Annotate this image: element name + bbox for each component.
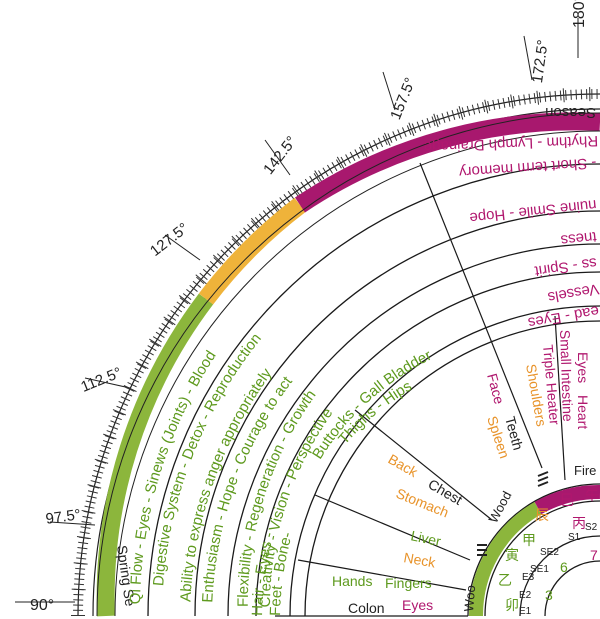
symbol-3: 3 <box>545 587 553 603</box>
symbol-e3: E3 <box>522 572 535 583</box>
season-label: Season <box>545 104 596 121</box>
season-band <box>96 112 600 617</box>
label-eyes-inner: Eyes <box>402 597 433 613</box>
ring-text-spirit: ss - Spirit <box>533 254 598 280</box>
ring-text-tness: tness <box>560 228 597 249</box>
fire-column-labels: Eyes Heart Small Intestine Triple Heater… <box>484 330 591 461</box>
degree-label-127: 127.5° <box>147 220 192 260</box>
symbol-se2: SE2 <box>540 547 559 558</box>
symbol-wu: 午 <box>585 487 599 503</box>
symbol-yi: 乙 <box>498 572 512 588</box>
symbol-bing: 丙 <box>572 515 586 531</box>
body-labels: Back Chest Stomach Liver Neck Hands Fing… <box>332 451 465 616</box>
wood-ring-texts: Qi Flow - Eyes - Sinews (Joints) - Blood… <box>127 330 434 616</box>
label-heart: Heart <box>575 395 591 429</box>
label-fingers: Fingers <box>385 575 432 591</box>
ring-text-vessels: Vessels <box>546 280 600 306</box>
concentric-rings <box>147 163 600 617</box>
degree-label-172: 172.5° <box>529 39 552 84</box>
inner-symbols: 巳 午 辰 卯 寅 丙 乙 甲 7 6 3 S2 S1 SE2 SE1 E3 E… <box>498 487 599 617</box>
symbol-e1: E1 <box>519 606 532 617</box>
ring-text-eyes: ead - Eyes <box>527 302 600 331</box>
degree-label-112: 112.5° <box>78 364 124 396</box>
degree-label-97: 97.5° <box>45 506 82 528</box>
inner-label-woo: Woo <box>461 585 478 613</box>
symbol-e2: E2 <box>519 590 532 601</box>
symbol-6: 6 <box>560 559 568 575</box>
symbol-jia: 甲 <box>522 532 536 548</box>
inner-label-fire: Fire <box>574 463 596 478</box>
ring-text-memory: - Short term memory <box>458 154 597 181</box>
magenta-ring-texts: Rhythm - Lymph Drainage - Short term mem… <box>423 132 600 331</box>
degree-leader-lines <box>15 18 579 603</box>
radial-spokes <box>275 162 566 617</box>
ring-text-lymph: Rhythm - Lymph Drainage <box>423 132 598 155</box>
degree-label-142: 142.5° <box>260 133 300 178</box>
symbol-yin: 寅 <box>505 547 519 563</box>
symbol-7: 7 <box>590 547 598 563</box>
symbol-si: 巳 <box>560 492 574 508</box>
label-back: Back <box>386 451 422 481</box>
degree-label-157: 157.5° <box>387 75 419 122</box>
label-face: Face <box>484 372 508 406</box>
degree-label-180: 180° <box>571 0 588 28</box>
ring-text-smile: nuine Smile - Hope <box>469 196 598 226</box>
symbol-s2: S2 <box>585 522 598 533</box>
wood-inner-ring <box>468 484 600 617</box>
label-small-intestine: Small Intestine <box>557 330 576 423</box>
label-triple-heater: Triple Heater <box>540 344 563 426</box>
symbol-chen: 辰 <box>535 507 549 523</box>
label-liver: Liver <box>409 527 442 549</box>
label-colon: Colon <box>348 600 385 616</box>
symbol-mao: 卯 <box>505 597 519 613</box>
degree-label-90: 90° <box>30 597 54 614</box>
symbol-se1: SE1 <box>530 564 549 575</box>
label-hands: Hands <box>332 573 372 589</box>
label-eyes: Eyes <box>575 352 591 383</box>
symbol-s1: S1 <box>568 532 581 543</box>
label-neck: Neck <box>402 549 437 570</box>
trigram-marks <box>477 471 549 556</box>
